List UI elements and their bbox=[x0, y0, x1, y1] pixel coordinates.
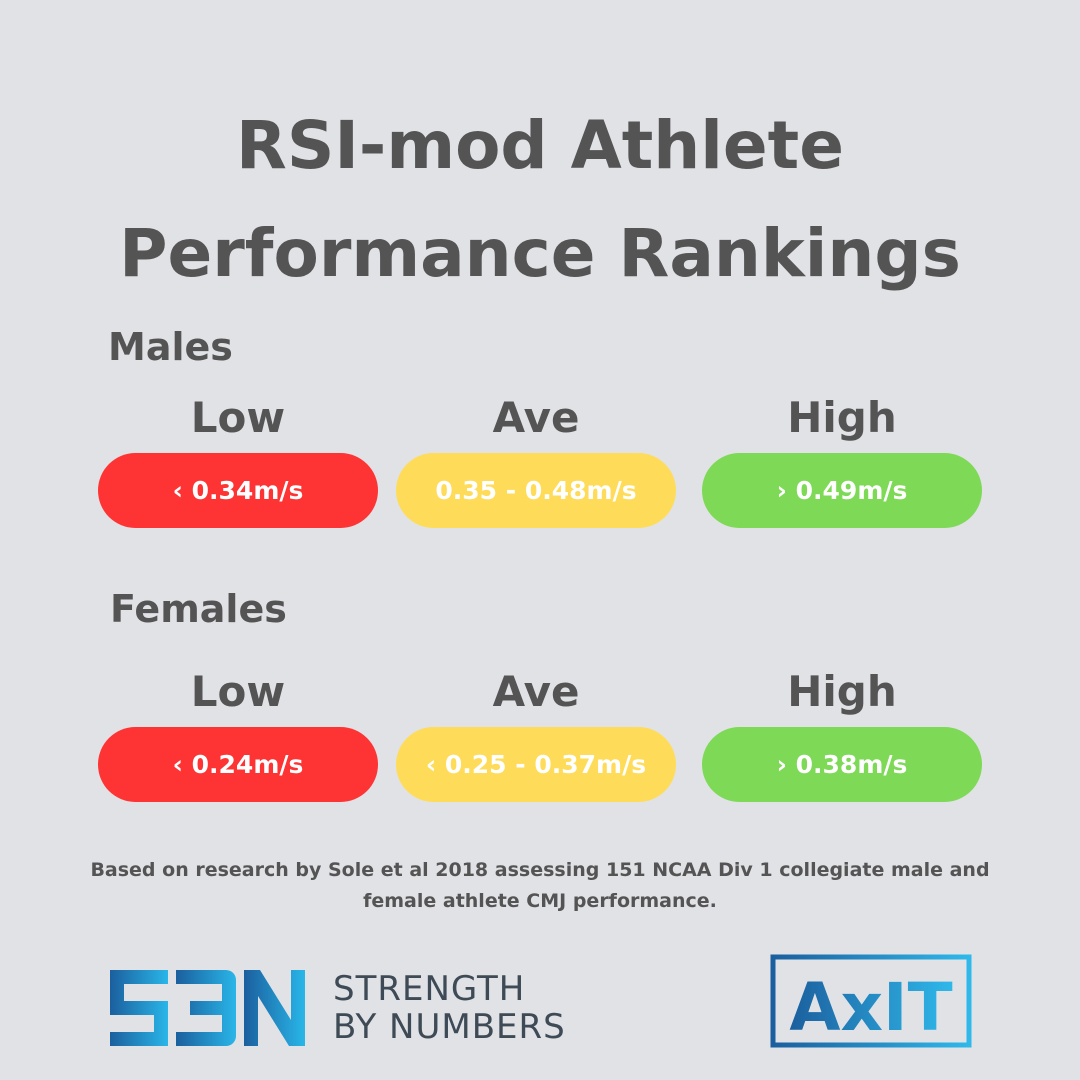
page-title: RSI-mod Athlete Performance Rankings bbox=[0, 92, 1080, 308]
axit-text: AxIT bbox=[789, 969, 952, 1046]
males-high-pill: › 0.49m/s bbox=[702, 453, 982, 528]
sbn-wordmark: STRENGTH BY NUMBERS bbox=[333, 970, 566, 1046]
females-ave-pill: ‹ 0.25 - 0.37m/s bbox=[396, 727, 676, 802]
females-ave-label: Ave bbox=[492, 667, 580, 716]
note-line-1: Based on research by Sole et al 2018 ass… bbox=[90, 859, 990, 881]
males-ave-pill: 0.35 - 0.48m/s bbox=[396, 453, 676, 528]
males-low-label: Low bbox=[190, 393, 286, 442]
females-low-pill: ‹ 0.24m/s bbox=[98, 727, 378, 802]
females-high-pill: › 0.38m/s bbox=[702, 727, 982, 802]
males-high-label: High bbox=[787, 393, 897, 442]
sbn-line-1: STRENGTH bbox=[333, 969, 526, 1009]
sbn-line-2: BY NUMBERS bbox=[333, 1007, 566, 1047]
females-label: Females bbox=[110, 587, 287, 631]
axit-logo-icon: AxIT bbox=[770, 954, 972, 1048]
axit-logo: AxIT bbox=[770, 954, 972, 1052]
title-line-2: Performance Rankings bbox=[119, 215, 961, 292]
research-note: Based on research by Sole et al 2018 ass… bbox=[80, 855, 1000, 917]
title-line-1: RSI-mod Athlete bbox=[236, 107, 844, 184]
sbn-logo bbox=[110, 970, 305, 1050]
females-low-label: Low bbox=[190, 667, 286, 716]
males-low-pill: ‹ 0.34m/s bbox=[98, 453, 378, 528]
females-high-label: High bbox=[787, 667, 897, 716]
males-ave-label: Ave bbox=[492, 393, 580, 442]
note-line-2: female athlete CMJ performance. bbox=[363, 890, 717, 912]
sbn-mark-icon bbox=[110, 970, 305, 1046]
males-label: Males bbox=[108, 325, 233, 369]
